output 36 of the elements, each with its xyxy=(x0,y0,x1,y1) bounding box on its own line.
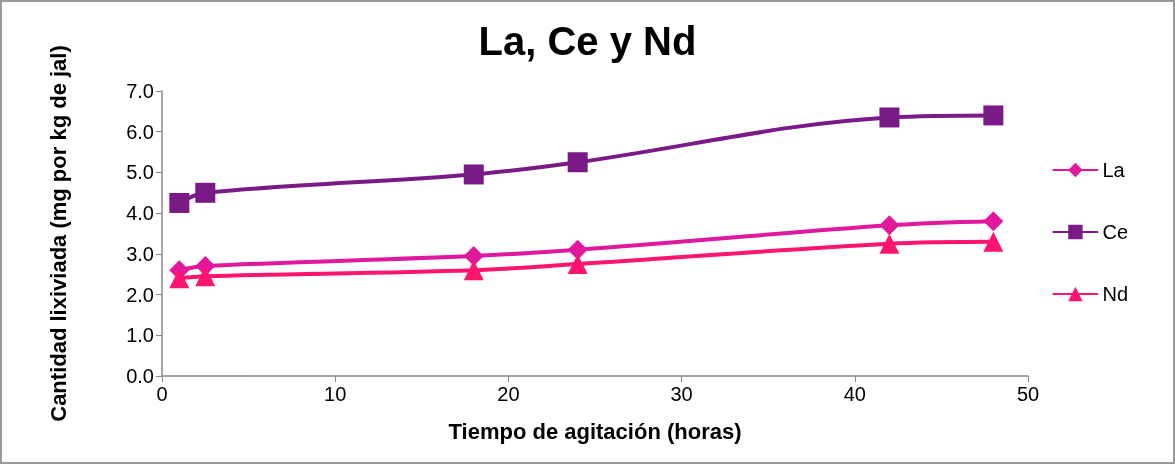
point xyxy=(983,231,1004,252)
x-tick-label: 50 xyxy=(1016,383,1040,405)
y-tick-label: 7.0 xyxy=(126,80,154,102)
point xyxy=(983,211,1004,232)
x-axis-title: Tiempo de agitación (horas) xyxy=(448,418,742,444)
point xyxy=(195,266,216,287)
y-tick-label: 4.0 xyxy=(126,202,154,225)
point xyxy=(567,239,588,260)
point xyxy=(879,215,900,236)
x-tick-label: 20 xyxy=(497,383,520,405)
x-tick-label: 40 xyxy=(843,383,866,405)
point xyxy=(879,107,900,128)
x-tick-label: 30 xyxy=(670,383,693,405)
point xyxy=(983,105,1004,126)
chart-title: La, Ce y Nd xyxy=(478,19,697,63)
point xyxy=(169,268,190,289)
point xyxy=(879,233,900,254)
point xyxy=(567,152,588,173)
y-tick-label: 2.0 xyxy=(126,283,154,306)
y-tick-label: 0.0 xyxy=(126,365,154,387)
y-tick-label: 1.0 xyxy=(126,324,154,347)
y-tick-label: 6.0 xyxy=(126,120,154,143)
y-axis-title: Cantidad lixiviada (mg por kg de jal) xyxy=(45,45,71,422)
point xyxy=(169,192,190,213)
point xyxy=(463,260,484,281)
legend-label: Ce xyxy=(1102,221,1129,243)
point xyxy=(195,182,216,203)
y-tick-label: 3.0 xyxy=(126,242,154,265)
y-tick-label: 5.0 xyxy=(126,161,154,184)
x-tick-label: 10 xyxy=(324,383,347,405)
legend-label: Nd xyxy=(1102,283,1129,305)
point xyxy=(567,254,588,275)
legend-label: La xyxy=(1102,159,1126,181)
point xyxy=(463,245,484,266)
point xyxy=(463,164,484,185)
x-tick-label: 0 xyxy=(156,383,168,405)
